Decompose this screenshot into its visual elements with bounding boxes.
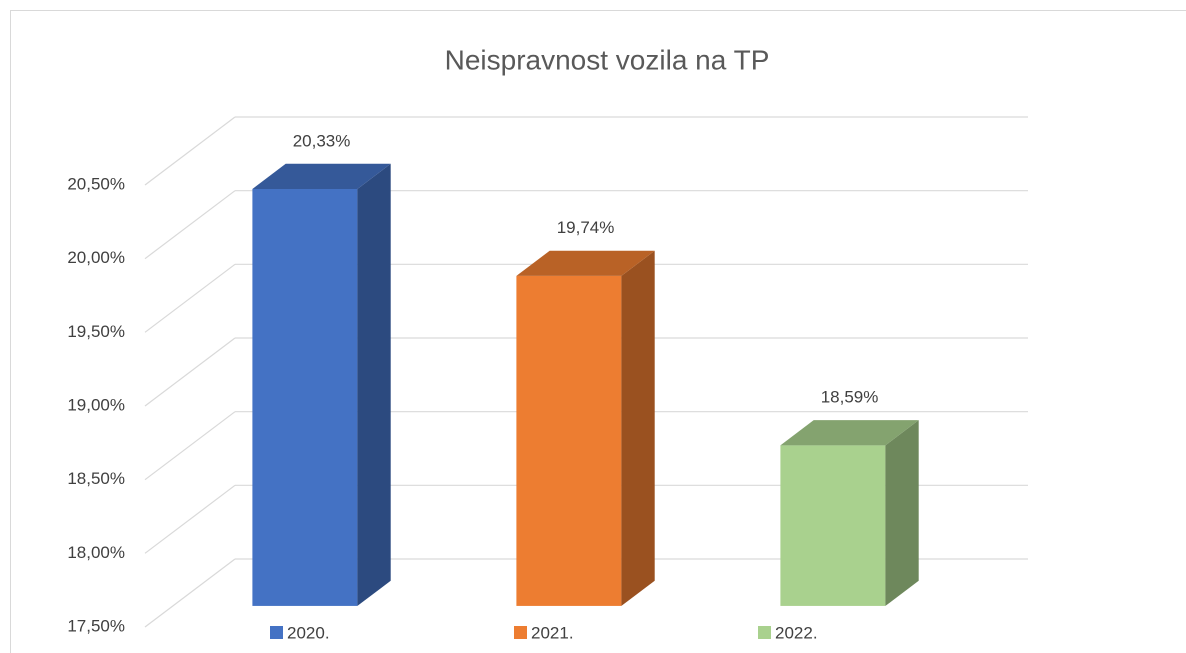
bar-front xyxy=(780,445,886,606)
y-tick-label: 19,50% xyxy=(67,322,125,341)
bar-side xyxy=(357,163,391,606)
legend-swatch xyxy=(514,626,527,639)
grid-line xyxy=(144,116,236,186)
y-tick-label: 17,50% xyxy=(67,616,125,635)
legend-swatch xyxy=(270,626,283,639)
grid-line xyxy=(144,190,236,260)
legend-label: 2022. xyxy=(775,623,818,642)
bar-top xyxy=(252,163,391,189)
grid-line xyxy=(144,411,236,481)
bar-front xyxy=(516,275,622,606)
bar-top xyxy=(516,250,655,276)
data-label: 18,59% xyxy=(821,388,879,407)
data-label: 20,33% xyxy=(293,131,351,150)
grid-line xyxy=(144,337,236,407)
bar-top xyxy=(780,420,919,446)
y-tick-label: 20,50% xyxy=(67,174,125,193)
chart-title: Neispravnost vozila na TP xyxy=(445,44,770,75)
y-tick-label: 18,50% xyxy=(67,469,125,488)
y-tick-label: 20,00% xyxy=(67,248,125,267)
chart-frame xyxy=(10,10,1186,653)
legend-label: 2021. xyxy=(531,623,574,642)
grid-line xyxy=(144,263,236,333)
bar-side xyxy=(621,250,655,606)
y-tick-label: 19,00% xyxy=(67,395,125,414)
data-label: 19,74% xyxy=(557,218,615,237)
legend-swatch xyxy=(758,626,771,639)
grid-line xyxy=(144,558,236,628)
y-tick-label: 18,00% xyxy=(67,543,125,562)
bar-front xyxy=(252,188,358,606)
legend-label: 2020. xyxy=(287,623,330,642)
grid-line xyxy=(144,484,236,554)
bar-side xyxy=(885,420,919,606)
